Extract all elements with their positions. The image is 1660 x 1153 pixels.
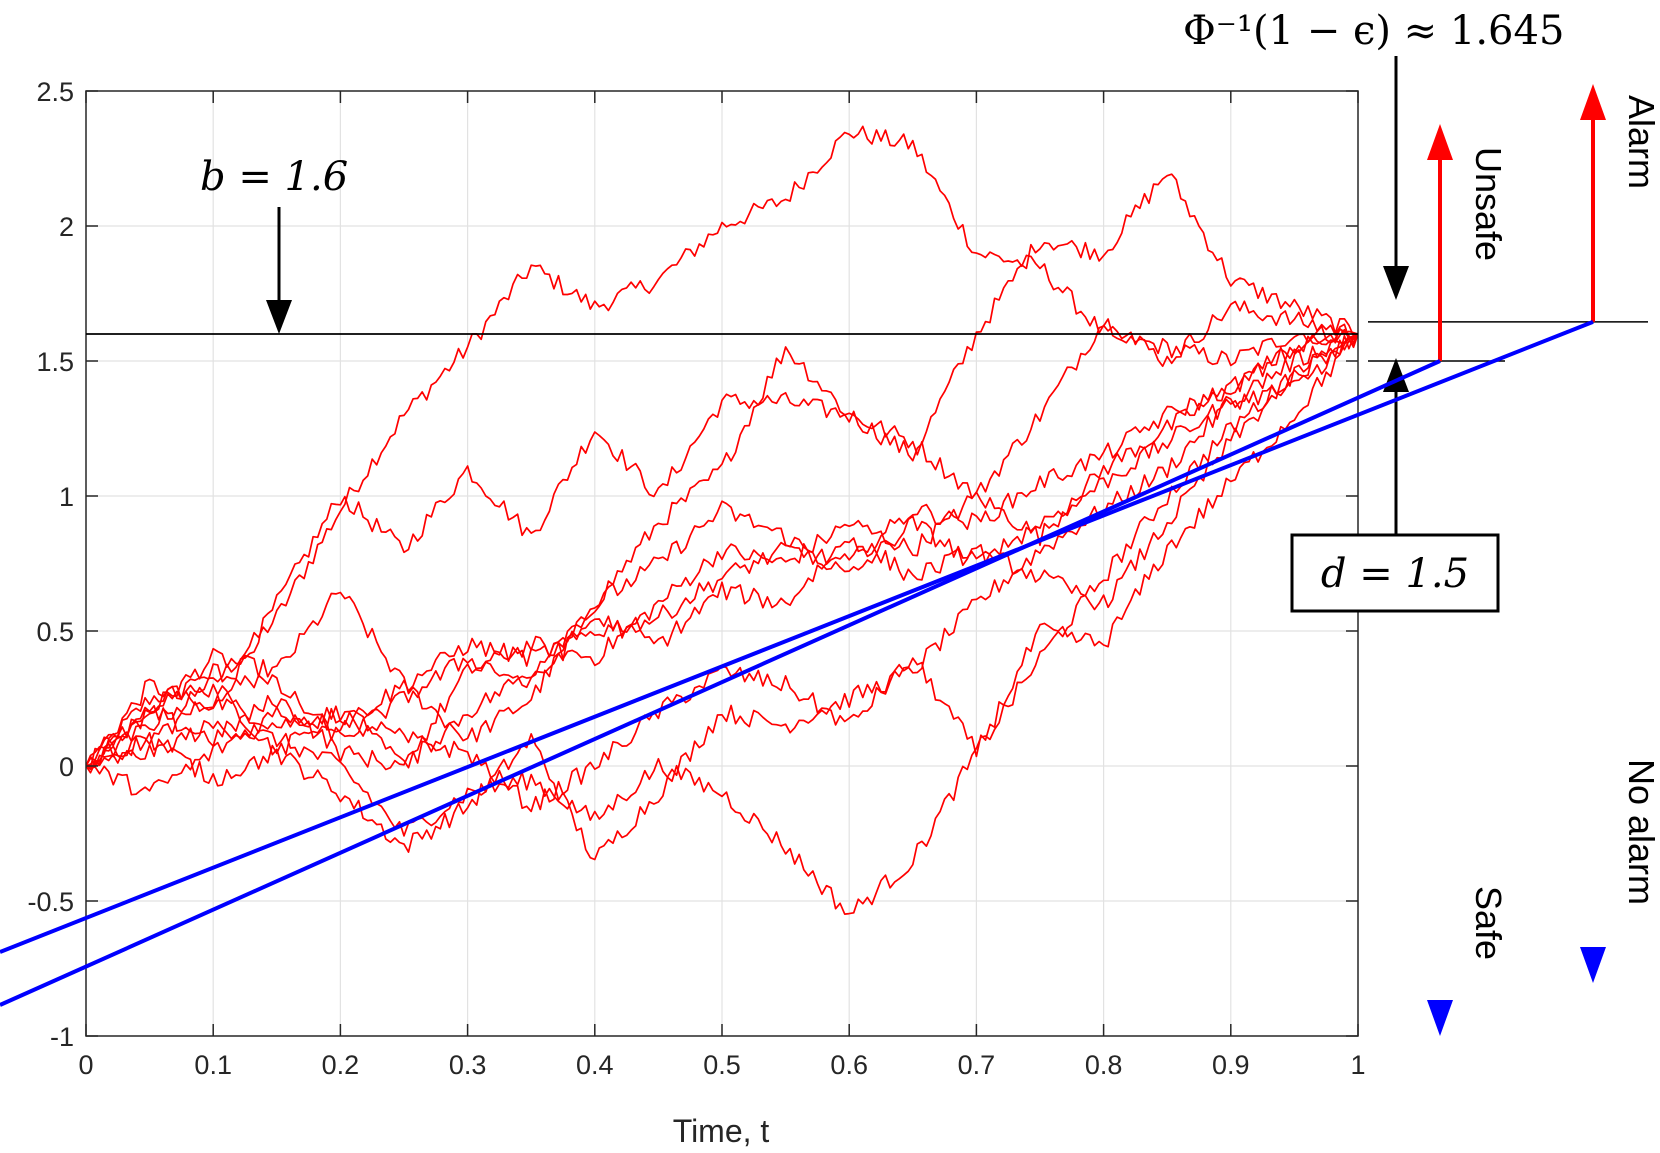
y-tick-label: 0 [59, 752, 74, 782]
sample-path-10 [86, 333, 1358, 767]
x-tick-label: 0.9 [1212, 1050, 1250, 1080]
y-tick-label: -1 [50, 1022, 74, 1052]
sample-paths [86, 125, 1358, 915]
y-tick-label: 2 [59, 212, 74, 242]
x-tick-label: 0.3 [449, 1050, 487, 1080]
phi-annotation: Φ⁻¹(1 − ϵ) ≈ 1.645 [1183, 8, 1564, 54]
x-tick-label: 0.4 [576, 1050, 614, 1080]
x-axis-label: Time, t [673, 1113, 770, 1149]
no-alarm-arrow-line [0, 319, 1594, 954]
sample-path-6 [86, 333, 1358, 915]
x-tick-label: 0.7 [958, 1050, 996, 1080]
x-tick-label: 0.1 [194, 1050, 232, 1080]
x-tick-label: 0.8 [1085, 1050, 1123, 1080]
y-tick-label: 0.5 [36, 617, 74, 647]
alarm-arrow-head [1580, 84, 1606, 120]
x-tick-label: 0.5 [703, 1050, 741, 1080]
safe-arrow [0, 359, 1441, 1007]
sample-path-1 [86, 125, 1358, 767]
x-axis: 0 0.1 0.2 0.3 0.4 0.5 0.6 0.7 0.8 0.9 1 [78, 91, 1366, 1080]
x-tick-label: 1 [1350, 1050, 1365, 1080]
d-annotation: d = 1.5 [1321, 551, 1469, 597]
unsafe-arrow-head [1427, 124, 1453, 160]
grid [86, 91, 1358, 1036]
no-alarm-label: No alarm [1621, 759, 1660, 905]
y-tick-label: 2.5 [36, 77, 74, 107]
sample-path-7 [86, 333, 1358, 771]
b-annotation: b = 1.6 [200, 154, 348, 200]
unsafe-label: Unsafe [1468, 147, 1509, 261]
phi-arrow-head [1383, 266, 1409, 300]
alarm-arrow [0, 84, 1606, 983]
safe-label: Safe [1468, 886, 1509, 960]
x-tick-label: 0 [78, 1050, 93, 1080]
sample-path-3 [86, 300, 1358, 770]
b-arrow-head [266, 300, 292, 334]
d-annotation-box [1290, 533, 1500, 613]
sample-path-2 [86, 173, 1358, 769]
alarm-label: Alarm [1621, 95, 1660, 189]
y-tick-label: 1.5 [36, 347, 74, 377]
safe-arrow-head [1427, 1000, 1453, 1036]
y-tick-label: 1 [59, 482, 74, 512]
x-tick-label: 0.2 [322, 1050, 360, 1080]
sample-path-5 [86, 333, 1358, 861]
safety-arrow [0, 124, 1453, 1036]
sample-path-8 [86, 328, 1358, 796]
x-tick-label: 0.6 [830, 1050, 868, 1080]
y-axis: -1 -0.5 0 0.5 1 1.5 2 2.5 [27, 77, 1358, 1052]
y-tick-label: -0.5 [27, 887, 74, 917]
no-alarm-arrow-head [1580, 947, 1606, 983]
